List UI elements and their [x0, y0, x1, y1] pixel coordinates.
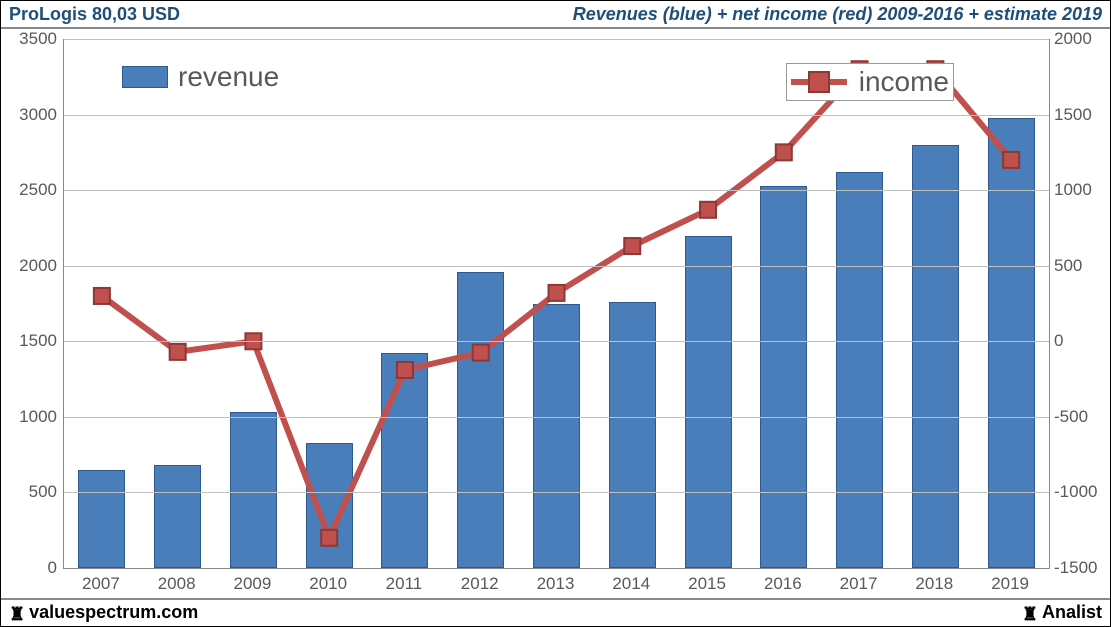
income-marker: [170, 344, 186, 360]
x-tick-label: 2009: [234, 574, 272, 594]
plot-area: revenue income: [63, 39, 1050, 569]
y-right-tick-label: 2000: [1054, 29, 1104, 49]
revenue-bar: [533, 304, 580, 569]
revenue-bar: [381, 353, 428, 568]
x-tick-label: 2012: [461, 574, 499, 594]
x-tick-label: 2016: [764, 574, 802, 594]
y-left-tick-label: 500: [9, 482, 57, 502]
y-right-tick-label: 0: [1054, 331, 1104, 351]
revenue-bar: [836, 172, 883, 568]
footer-left: ♜valuespectrum.com: [9, 602, 198, 625]
gridline: [64, 115, 1049, 116]
revenue-bar: [912, 145, 959, 568]
y-left-tick-label: 3000: [9, 105, 57, 125]
chart-zone: revenue income 0 500 1000 1500 2000 2500 3000 3…: [1, 29, 1110, 599]
legend-revenue-label: revenue: [178, 61, 279, 93]
x-tick-label: 2015: [688, 574, 726, 594]
footer-left-text: valuespectrum.com: [29, 602, 198, 622]
gridline: [64, 417, 1049, 418]
footer-right: ♜Analist: [1022, 602, 1102, 625]
chart-container: ProLogis 80,03 USD Revenues (blue) + net…: [0, 0, 1111, 627]
revenue-bar: [78, 470, 125, 568]
gridline: [64, 266, 1049, 267]
x-tick-label: 2011: [386, 574, 423, 594]
rook-icon: ♜: [1022, 604, 1038, 625]
income-marker: [94, 288, 110, 304]
x-tick-label: 2019: [991, 574, 1029, 594]
revenue-bar: [988, 118, 1035, 568]
legend-revenue: revenue: [122, 61, 279, 93]
footer-right-text: Analist: [1042, 602, 1102, 622]
income-marker: [624, 238, 640, 254]
rook-icon: ♜: [9, 604, 25, 625]
legend-income-label: income: [859, 66, 949, 98]
revenue-bar: [685, 236, 732, 569]
x-tick-label: 2014: [612, 574, 650, 594]
x-tick-label: 2008: [158, 574, 196, 594]
x-tick-label: 2013: [537, 574, 575, 594]
x-tick-label: 2018: [915, 574, 953, 594]
y-right-tick-label: -500: [1054, 407, 1104, 427]
gridline: [64, 341, 1049, 342]
legend-income: income: [786, 63, 954, 101]
y-left-tick-label: 2000: [9, 256, 57, 276]
footer: ♜valuespectrum.com ♜Analist: [1, 598, 1110, 626]
y-left-tick-label: 1000: [9, 407, 57, 427]
y-right-tick-label: 500: [1054, 256, 1104, 276]
revenue-bar: [230, 412, 277, 568]
title-right: Revenues (blue) + net income (red) 2009-…: [573, 4, 1102, 25]
income-marker: [700, 202, 716, 218]
header: ProLogis 80,03 USD Revenues (blue) + net…: [1, 1, 1110, 29]
y-right-tick-label: 1000: [1054, 180, 1104, 200]
y-right-tick-label: -1000: [1054, 482, 1104, 502]
legend-income-sample: [791, 68, 847, 96]
gridline: [64, 39, 1049, 40]
revenue-bar: [457, 272, 504, 568]
income-marker: [776, 144, 792, 160]
x-tick-label: 2017: [840, 574, 878, 594]
y-left-tick-label: 3500: [9, 29, 57, 49]
y-right-tick-label: 1500: [1054, 105, 1104, 125]
y-left-tick-label: 1500: [9, 331, 57, 351]
income-marker: [549, 285, 565, 301]
legend-revenue-swatch: [122, 66, 168, 88]
revenue-bar: [760, 186, 807, 568]
x-tick-label: 2007: [82, 574, 120, 594]
gridline: [64, 190, 1049, 191]
y-left-tick-label: 0: [9, 558, 57, 578]
title-left: ProLogis 80,03 USD: [9, 4, 180, 25]
revenue-bar: [154, 465, 201, 568]
revenue-bar: [306, 443, 353, 568]
y-right-tick-label: -1500: [1054, 558, 1104, 578]
gridline: [64, 492, 1049, 493]
x-tick-label: 2010: [309, 574, 347, 594]
y-left-tick-label: 2500: [9, 180, 57, 200]
